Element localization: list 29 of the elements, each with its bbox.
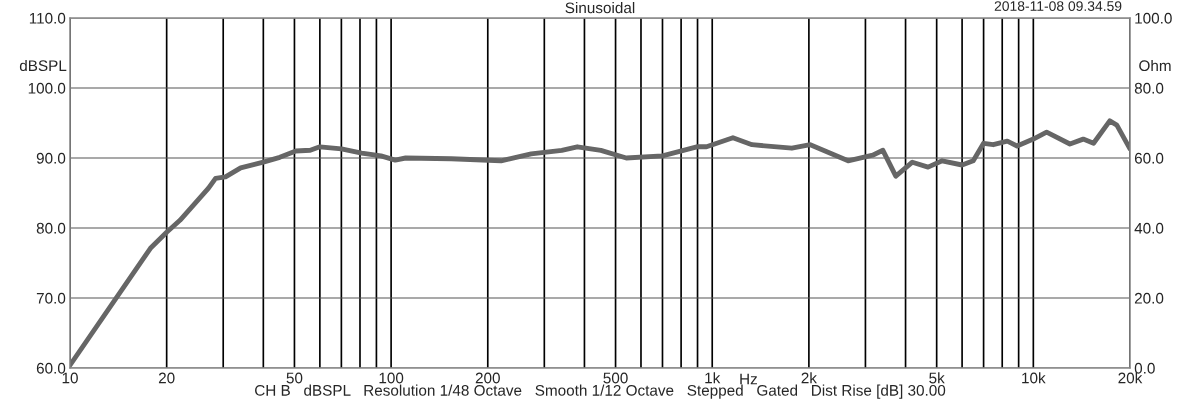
y-axis-title: dBSPL xyxy=(19,59,67,72)
x-tick-label: 500 xyxy=(603,372,628,384)
y-tick-label: 70.0 xyxy=(36,292,66,304)
y-tick-label: 90.0 xyxy=(36,152,66,164)
x-tick-label: 10k xyxy=(1022,372,1046,384)
y-tick-label: 60.0 xyxy=(36,362,66,374)
x-tick-label: 1k xyxy=(705,372,721,384)
text: CH B dBSPL Resolution 1/48 Octave Smooth 1/12 Octave Stepped Gated Dist Rise [dB] 30.00 xyxy=(255,384,946,399)
y2-tick-label: 20.0 xyxy=(1134,292,1164,304)
x-tick-label: 20k xyxy=(1118,372,1143,384)
y2-tick-label: 60.0 xyxy=(1134,152,1164,164)
y2-axis-title: Ohm xyxy=(1139,59,1171,72)
y2-tick-label: 80.0 xyxy=(1134,82,1164,94)
chart-subtitle: 2018-11-08 09.34.59 xyxy=(994,1,1122,11)
chart-title: Sinusoidal xyxy=(565,2,635,14)
y2-tick-label: 100.0 xyxy=(1135,12,1172,24)
y-tick-label: 100.0 xyxy=(28,82,66,94)
y-tick-label: 110.0 xyxy=(29,12,66,24)
y-tick-label: 80.0 xyxy=(36,222,66,234)
x-axis-title: Hz xyxy=(740,373,757,385)
x-tick-label: 20 xyxy=(158,372,175,384)
y2-tick-label: 0.0 xyxy=(1134,362,1155,374)
x-tick-label: 50 xyxy=(286,372,303,384)
x-tick-label: 10 xyxy=(62,372,78,384)
x-tick-label: 2k xyxy=(801,372,817,384)
x-tick-label: 200 xyxy=(475,372,500,384)
y2-tick-label: 40.0 xyxy=(1134,222,1164,234)
x-tick-label: 100 xyxy=(379,372,404,384)
x-tick-label: 5k xyxy=(929,372,945,384)
